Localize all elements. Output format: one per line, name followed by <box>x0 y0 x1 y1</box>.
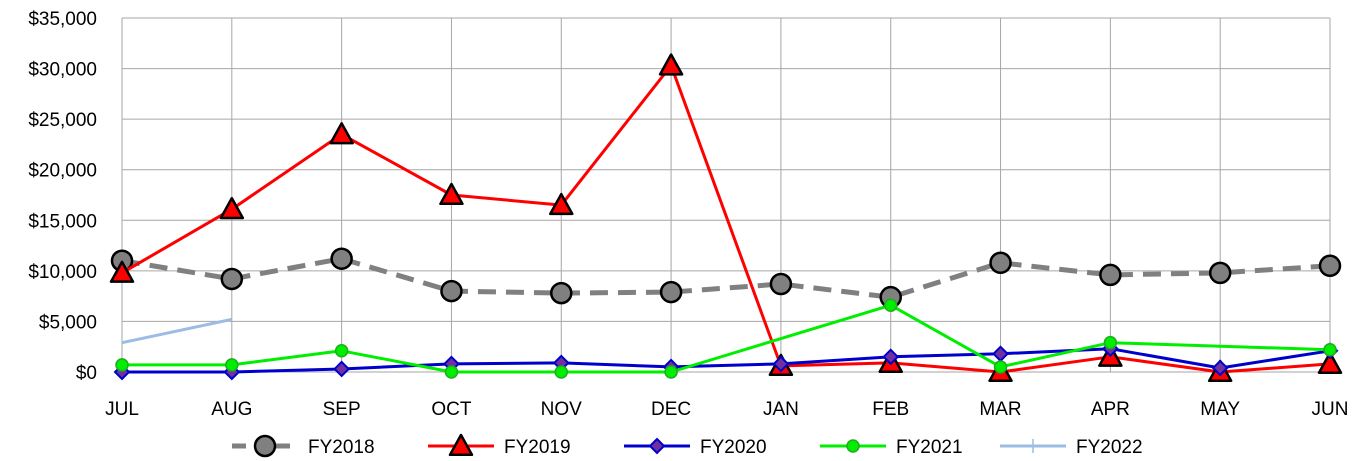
data-point <box>222 269 242 289</box>
x-tick-label: DEC <box>651 399 691 420</box>
x-axis-tick-labels: JUL AUG SEP OCT NOV DEC JAN FEB MAR APR MAY JUN <box>105 399 1348 420</box>
data-point <box>116 359 128 371</box>
series-layer <box>111 55 1341 381</box>
data-point <box>991 253 1011 273</box>
legend: FY2018 FY2019 FY2020 FY2021 FY2022 <box>232 435 1143 458</box>
series-fy2022 <box>122 319 232 342</box>
data-point <box>441 281 461 301</box>
series-fy2019 <box>111 55 1341 381</box>
series-line <box>122 259 1330 298</box>
x-tick-label: MAY <box>1200 399 1240 420</box>
legend-label: FY2018 <box>308 437 375 458</box>
series-fy2018 <box>112 249 1340 307</box>
series-fy2020 <box>115 342 1337 379</box>
data-point <box>440 184 462 204</box>
y-tick-label: $20,000 <box>28 161 97 182</box>
legend-label: FY2020 <box>700 437 767 458</box>
data-point <box>1324 344 1336 356</box>
data-point <box>445 366 457 378</box>
y-tick-label: $30,000 <box>28 60 97 81</box>
data-point <box>1320 256 1340 276</box>
legend-item-fy2021: FY2021 <box>820 437 963 458</box>
y-tick-label: $15,000 <box>28 211 97 232</box>
data-point <box>661 282 681 302</box>
x-tick-label: OCT <box>431 399 472 420</box>
data-point <box>1100 265 1120 285</box>
data-point <box>1104 337 1116 349</box>
x-tick-label: NOV <box>541 399 583 420</box>
y-tick-label: $5,000 <box>39 312 97 333</box>
legend-label: FY2019 <box>504 437 571 458</box>
series-line <box>122 349 1330 372</box>
legend-label: FY2021 <box>896 437 963 458</box>
legend-item-fy2020: FY2020 <box>624 437 767 458</box>
data-point <box>885 299 897 311</box>
gridlines <box>122 18 1330 372</box>
data-point <box>555 366 567 378</box>
y-tick-label: $35,000 <box>28 9 97 30</box>
data-point <box>771 274 791 294</box>
data-point <box>551 283 571 303</box>
x-tick-label: JAN <box>763 399 799 420</box>
x-tick-label: APR <box>1091 399 1130 420</box>
y-tick-label: $25,000 <box>28 110 97 131</box>
x-tick-label: JUN <box>1312 399 1349 420</box>
data-point <box>335 362 349 376</box>
legend-marker <box>1026 439 1040 453</box>
y-tick-label: $10,000 <box>28 262 97 283</box>
series-line <box>122 319 232 342</box>
x-tick-label: AUG <box>211 399 252 420</box>
y-tick-label: $0 <box>76 363 97 384</box>
data-point <box>336 345 348 357</box>
data-point <box>660 55 682 75</box>
data-point <box>226 359 238 371</box>
x-tick-label: FEB <box>872 399 909 420</box>
legend-item-fy2018: FY2018 <box>232 436 375 458</box>
legend-item-fy2019: FY2019 <box>428 435 571 458</box>
x-tick-label: MAR <box>979 399 1021 420</box>
legend-label: FY2022 <box>1076 437 1143 458</box>
x-tick-label: SEP <box>323 399 361 420</box>
data-point <box>995 361 1007 373</box>
data-point <box>1210 263 1230 283</box>
data-point <box>331 123 353 143</box>
data-point <box>221 198 243 218</box>
legend-marker <box>255 436 275 456</box>
legend-marker <box>650 439 664 453</box>
data-point <box>332 249 352 269</box>
data-point <box>665 366 677 378</box>
data-point <box>994 347 1008 361</box>
x-tick-label: JUL <box>105 399 139 420</box>
legend-marker <box>847 440 859 452</box>
y-axis-tick-labels: $0 $5,000 $10,000 $15,000 $20,000 $25,000 $30,… <box>28 9 97 384</box>
legend-item-fy2022: FY2022 <box>1000 437 1143 458</box>
series-line <box>122 66 1330 373</box>
